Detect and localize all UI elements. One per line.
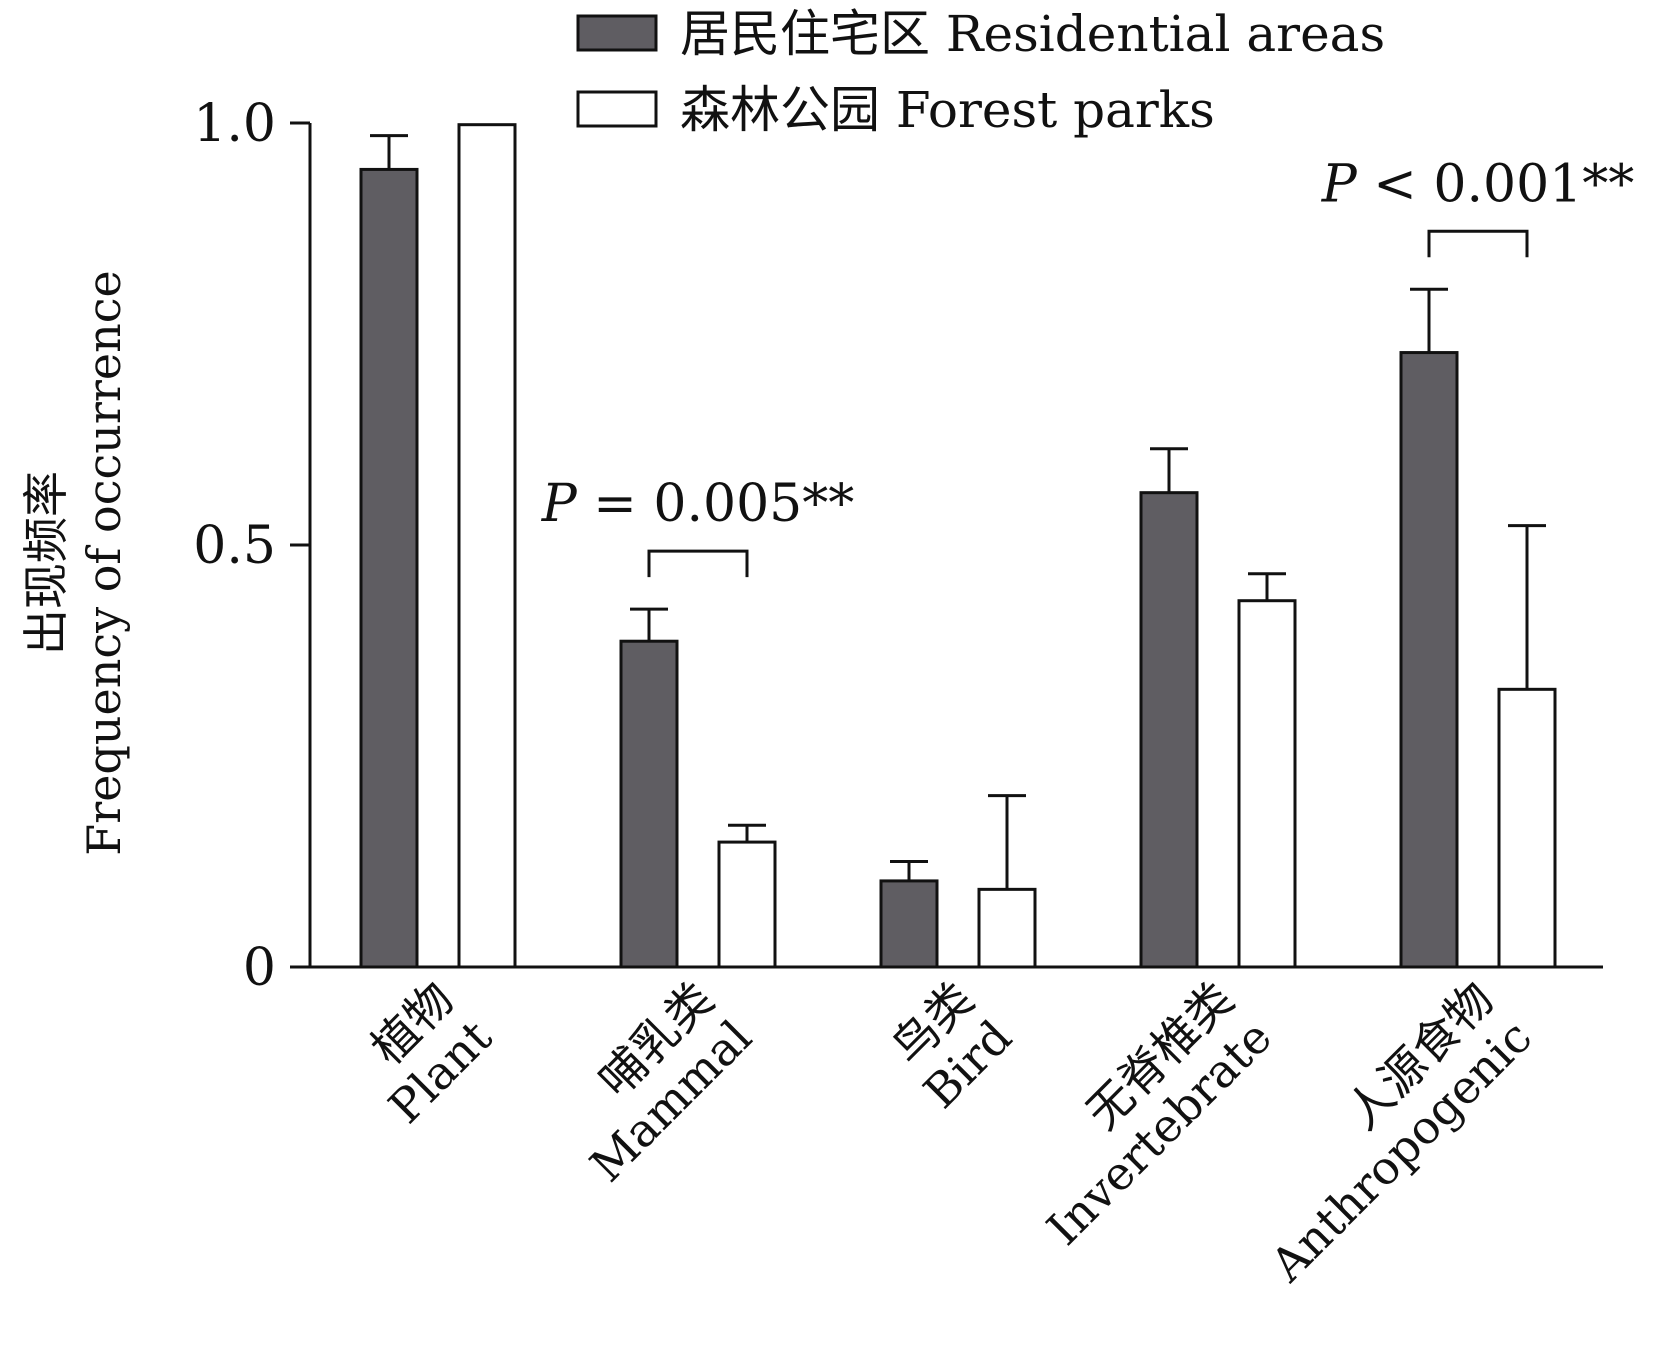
- significance-p-symbol-0: P: [541, 474, 578, 534]
- y-tick-label-1: 0.5: [193, 516, 276, 576]
- bars-group: [359, 123, 1557, 969]
- legend-label-residential: 居民住宅区 Residential areas: [680, 5, 1385, 63]
- significance-p-symbol-1: P: [1321, 154, 1358, 214]
- significance-value-0: = 0.005**: [577, 474, 855, 534]
- legend-swatch-forest: [576, 90, 658, 128]
- y-axis-title-en: Frequency of occurrence: [77, 270, 131, 855]
- bar-plant-series-0: [359, 167, 419, 969]
- y-axis-ticks: 0 0.5 1.0: [193, 94, 310, 998]
- significance-bracket-1: [1427, 229, 1529, 258]
- y-tick-label-2: 1.0: [193, 94, 276, 154]
- bar-anthropogenic-series-0: [1399, 351, 1459, 969]
- significance-label-1: P < 0.001**: [1321, 154, 1635, 214]
- significance-value-1: < 0.001**: [1357, 154, 1635, 214]
- bar-anthropogenic-series-1: [1497, 687, 1557, 969]
- y-tick-label-0: 0: [243, 938, 276, 998]
- bar-bird-series-1: [977, 887, 1037, 969]
- legend-swatch-residential: [576, 14, 658, 52]
- legend-label-forest: 森林公园 Forest parks: [680, 81, 1215, 139]
- error-bars-group: [370, 134, 1546, 890]
- legend: 居民住宅区 Residential areas 森林公园 Forest park…: [576, 5, 1385, 139]
- significance-bracket-0: [647, 549, 749, 578]
- bar-mammal-series-0: [619, 639, 679, 969]
- bar-mammal-series-1: [717, 840, 777, 969]
- bar-invertebrate-series-1: [1237, 599, 1297, 969]
- bar-bird-series-0: [879, 879, 939, 969]
- significance-label-0: P = 0.005**: [541, 474, 855, 534]
- significance-annotations: P = 0.005**P < 0.001**: [541, 154, 1635, 578]
- bar-plant-series-1: [457, 123, 517, 969]
- y-axis-title-cn: 出现频率: [19, 471, 73, 655]
- bar-invertebrate-series-0: [1139, 491, 1199, 969]
